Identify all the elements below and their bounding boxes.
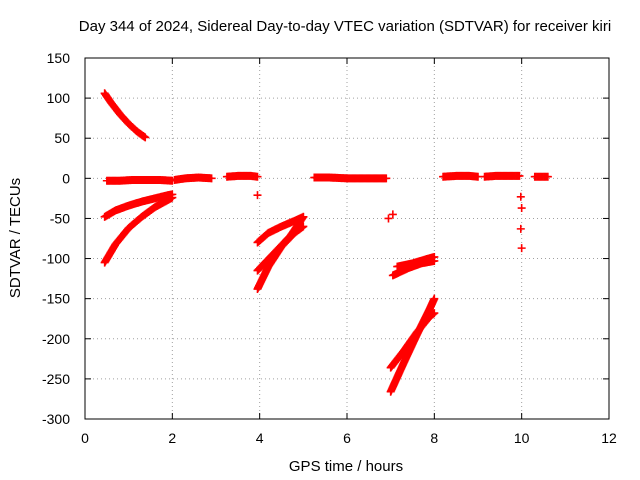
data-point [384,214,393,223]
axis-ticks: 0 2 4 6 8 10 12 150 100 50 0 -50 -100 -150 -200 -250 -30… [42,50,617,446]
data-track-18 [480,171,524,181]
x-tick-label: 2 [168,430,176,446]
data-track-16 [393,252,439,271]
data-track-20 [530,172,552,181]
x-tick-label: 4 [256,430,264,446]
data-track-2 [102,175,177,185]
grid-lines [85,58,609,419]
data-point [382,174,391,183]
data-point [430,294,439,303]
data-track-19 [516,192,526,253]
y-tick-label: -50 [50,210,70,226]
data-point [299,212,308,221]
y-tick-label: -100 [42,251,70,267]
y-axis-label: SDTVAR / TECUs [7,178,24,298]
data-points [100,89,552,396]
data-track-11 [310,173,391,183]
y-tick-label: -200 [42,331,70,347]
data-track-12 [384,210,397,223]
data-point [430,309,439,318]
data-track-17 [439,171,482,181]
data-track-5 [170,173,216,184]
data-track-6 [222,171,262,181]
plot-frame [84,57,610,420]
data-point [516,224,525,233]
data-track-14 [386,309,439,372]
x-tick-label: 0 [81,430,89,446]
data-point [515,171,524,180]
x-tick-label: 12 [601,430,617,446]
data-point [253,191,262,200]
x-tick-label: 8 [430,430,438,446]
data-point [517,204,526,213]
x-axis-label: GPS time / hours [289,458,403,475]
data-track-10 [253,212,308,275]
data-track-13 [386,294,439,396]
data-point [388,210,397,219]
data-track-9 [253,222,308,294]
data-point [168,193,177,202]
data-track-4 [100,193,177,267]
y-tick-label: -250 [42,371,70,387]
y-tick-label: 150 [47,50,71,66]
data-track-7 [253,191,262,200]
data-point [207,174,216,183]
y-tick-label: 50 [54,130,70,146]
data-point [253,172,262,181]
y-tick-label: 100 [47,90,71,106]
data-point [516,192,525,201]
x-tick-label: 6 [343,430,351,446]
data-track-1 [100,89,150,142]
y-tick-label: 0 [62,170,70,186]
data-point [430,252,439,261]
data-point [543,172,552,181]
chart-title: Day 344 of 2024, Sidereal Day-to-day VTE… [79,18,611,35]
y-tick-label: -300 [42,411,70,427]
y-tick-label: -150 [42,291,70,307]
x-tick-label: 10 [514,430,530,446]
data-point [141,133,150,142]
data-point [517,244,526,253]
